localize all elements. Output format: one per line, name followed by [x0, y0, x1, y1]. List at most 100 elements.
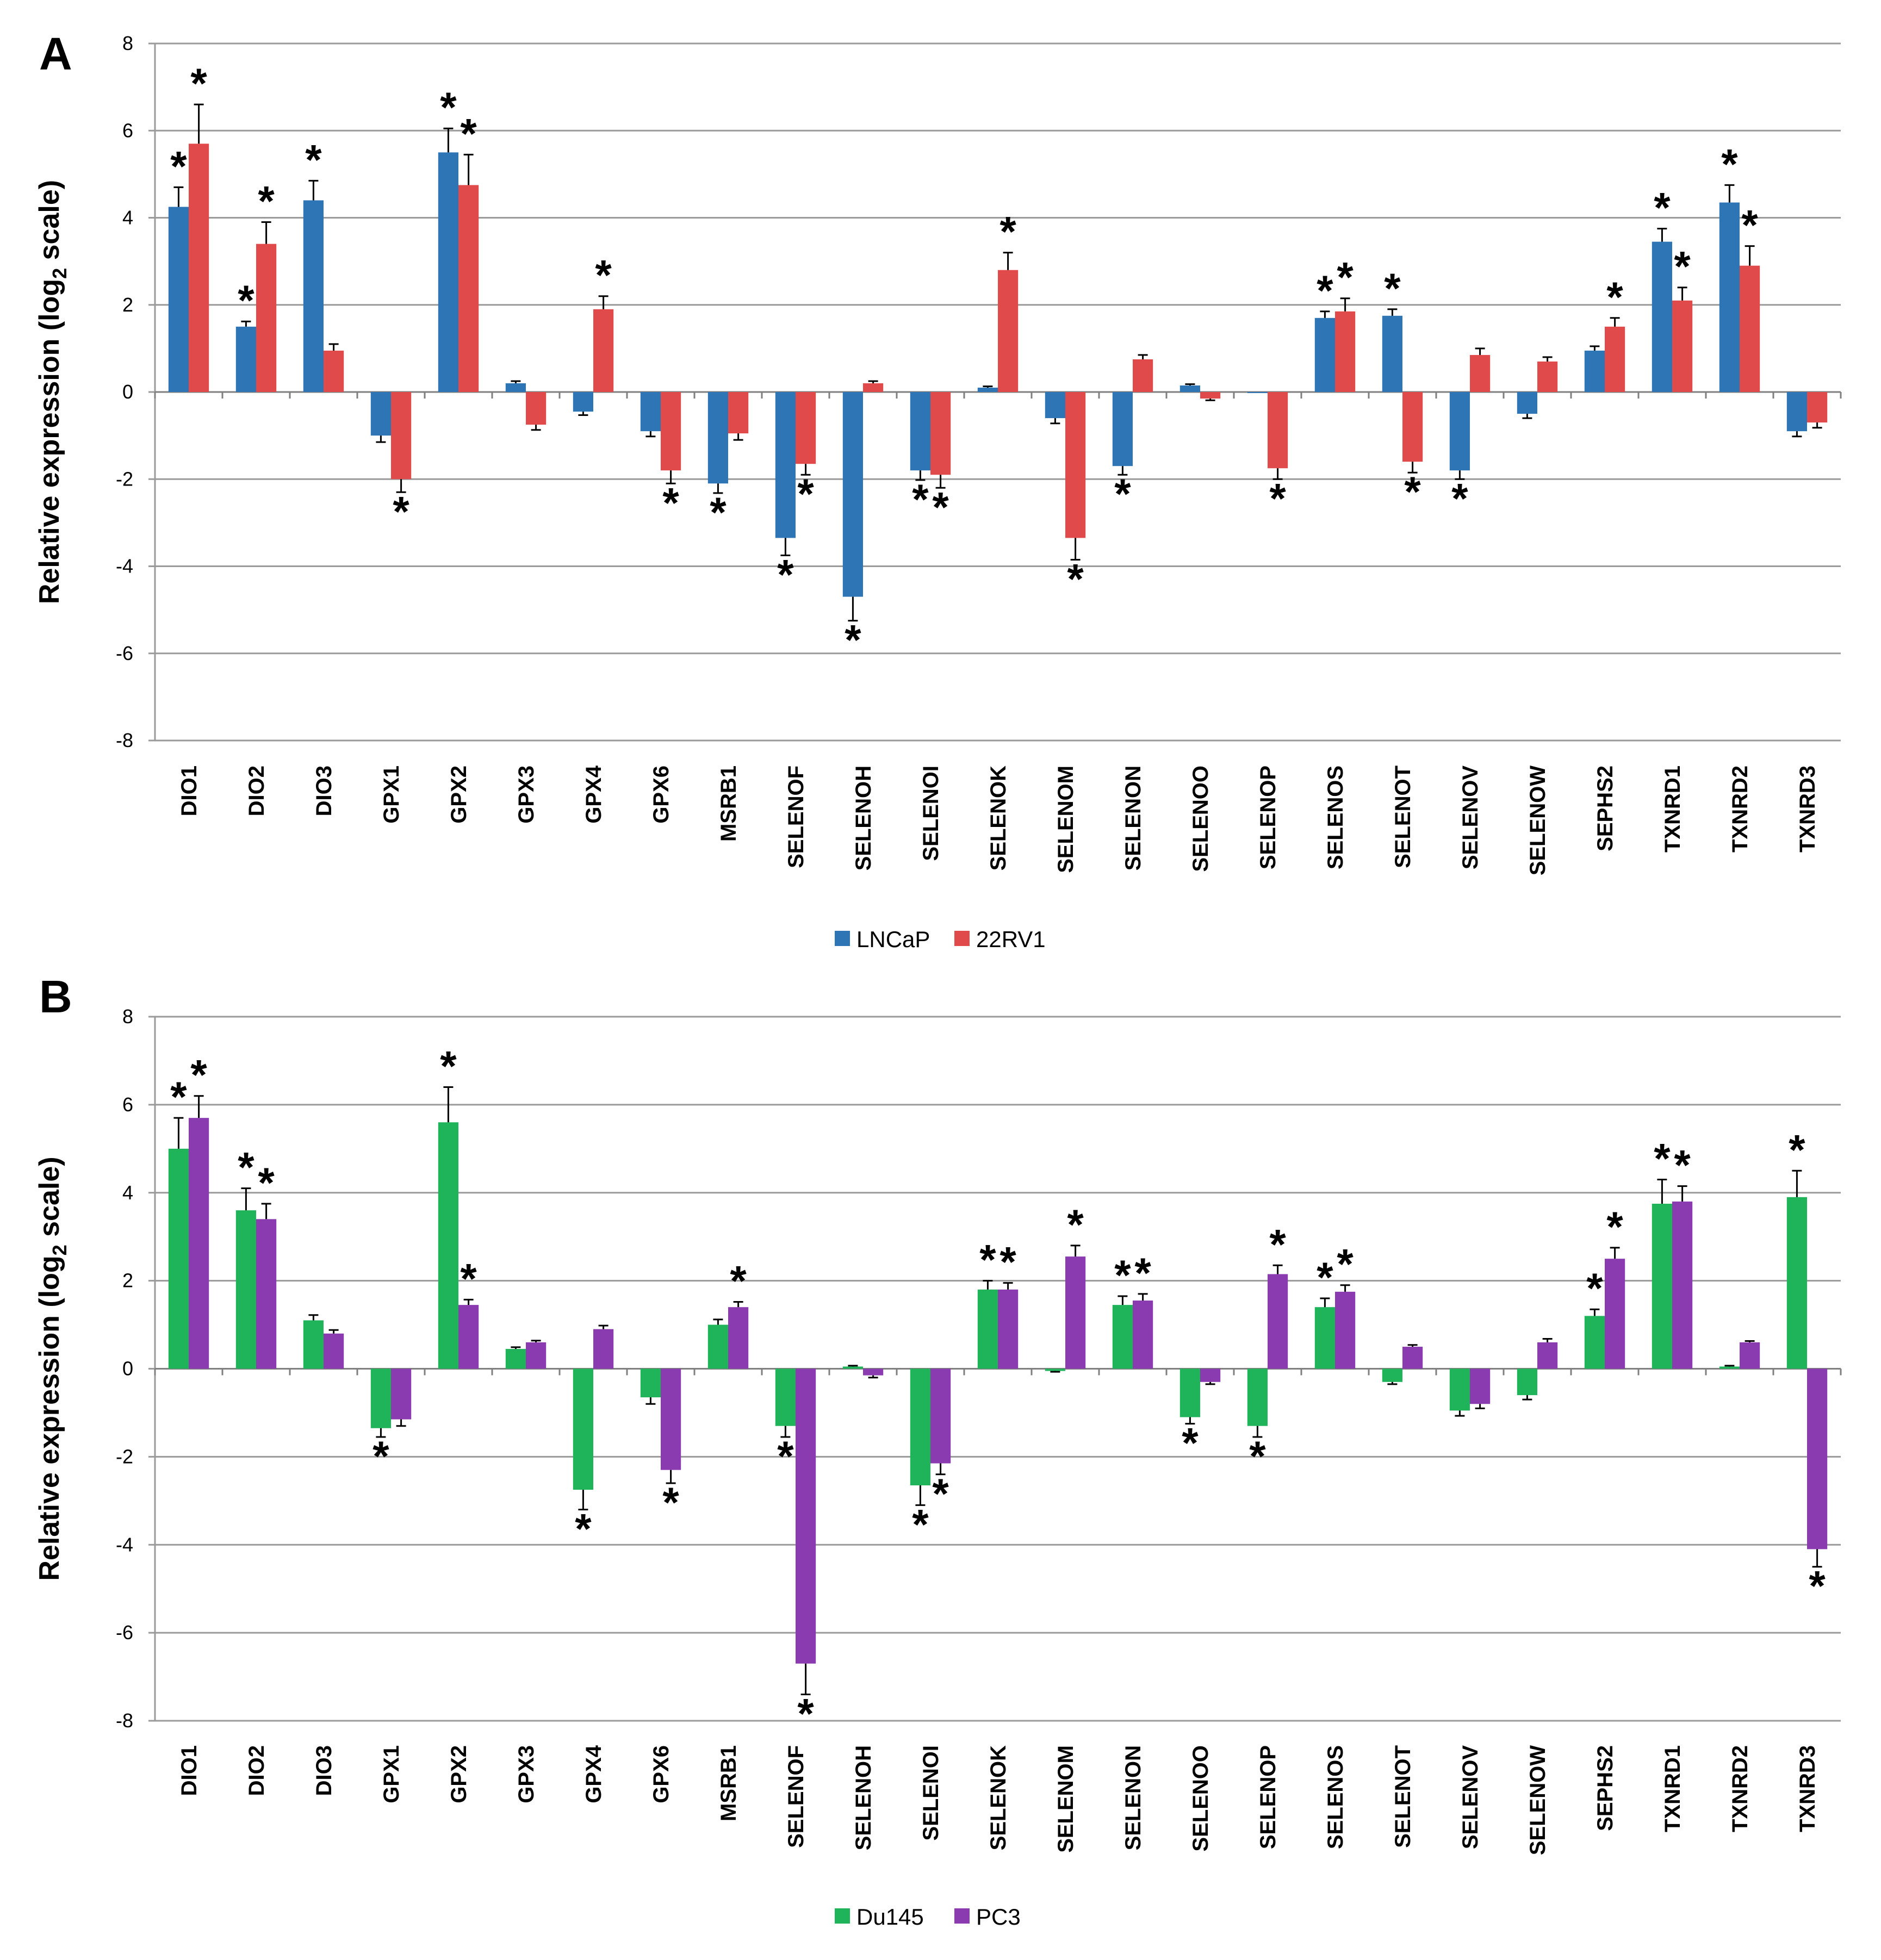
y-axis-label: Relative expression (log2 scale)	[34, 180, 71, 604]
significance-marker: *	[1067, 555, 1084, 602]
bar	[1517, 392, 1537, 414]
y-axis-label-end: scale)	[34, 180, 65, 268]
x-tick-label: GPX1	[380, 766, 403, 824]
y-tick-label: 0	[122, 381, 133, 403]
significance-marker: *	[797, 1689, 814, 1737]
bar	[1382, 315, 1402, 392]
bar	[370, 1368, 391, 1428]
bar	[1740, 265, 1760, 392]
bar	[1652, 241, 1672, 392]
y-axis-label-end: scale)	[34, 1156, 65, 1245]
bar	[1247, 392, 1268, 393]
y-tick-label: 2	[122, 294, 133, 316]
bar	[1065, 392, 1086, 538]
significance-marker: *	[912, 1500, 929, 1548]
legend: Du145 PC3	[835, 1904, 1021, 1930]
legend-label: LNCaP	[856, 926, 930, 952]
bar	[438, 1122, 458, 1369]
bar	[930, 1368, 951, 1464]
bar	[1179, 385, 1200, 392]
x-tick-label: GPX2	[447, 1745, 471, 1803]
x-tick-label: DIO2	[245, 1745, 269, 1796]
bar	[505, 383, 526, 392]
bar	[1786, 1197, 1807, 1369]
y-tick-label: -8	[116, 1709, 133, 1732]
significance-marker: *	[258, 177, 275, 225]
significance-marker: *	[1337, 1240, 1354, 1288]
significance-marker: *	[1606, 273, 1623, 321]
y-tick-label: 4	[122, 207, 133, 229]
bar	[640, 1368, 661, 1398]
bar	[998, 1289, 1019, 1369]
x-tick-label: SELENOS	[1324, 766, 1348, 869]
x-tick-label: SELENOM	[1054, 1745, 1078, 1853]
significance-marker: *	[1000, 1238, 1016, 1286]
legend-swatch	[835, 931, 850, 946]
x-tick-label: SELENOP	[1256, 1745, 1280, 1849]
y-tick-label: -4	[116, 555, 133, 577]
legend: LNCaP 22RV1	[835, 926, 1046, 952]
bar	[1402, 392, 1423, 462]
bar	[1605, 1259, 1625, 1369]
significance-marker: *	[440, 83, 457, 131]
y-tick-label: -8	[116, 729, 133, 751]
bar	[168, 1148, 189, 1369]
x-tick-label: SELENOS	[1324, 1745, 1348, 1849]
x-tick-label: TXNRD3	[1796, 766, 1820, 853]
bar	[910, 1368, 930, 1485]
legend-swatch	[954, 1908, 970, 1924]
significance-marker: *	[730, 1256, 747, 1304]
x-tick-label: SELENOT	[1391, 766, 1415, 868]
x-tick-label: SEPHS2	[1593, 766, 1617, 851]
bar	[661, 1368, 681, 1470]
bar	[707, 1324, 728, 1369]
bar	[1449, 1368, 1470, 1411]
x-tick-label: SELENOV	[1458, 766, 1482, 869]
x-tick-label: GPX4	[582, 765, 606, 823]
y-tick-label: 2	[122, 1270, 133, 1292]
x-tick-label: TXNRD2	[1728, 766, 1752, 853]
y-axis-label-subscript: 2	[48, 268, 71, 279]
significance-marker: *	[1182, 1419, 1199, 1467]
bar	[1268, 392, 1288, 469]
x-tick-label: SELENOF	[784, 1745, 808, 1848]
y-tick-label: -2	[116, 468, 133, 490]
significance-marker: *	[1269, 474, 1286, 522]
bar	[526, 1342, 547, 1369]
bar	[1133, 359, 1153, 392]
significance-marker: *	[440, 1042, 457, 1090]
x-tick-label: SELENOI	[919, 766, 943, 861]
y-tick-label: -4	[116, 1533, 133, 1555]
x-tick-label: GPX6	[649, 1745, 673, 1803]
x-tick-label: SELENOK	[986, 1745, 1010, 1850]
bar	[661, 392, 681, 471]
x-tick-label: SELENOW	[1526, 766, 1550, 875]
significance-marker: *	[1114, 1251, 1131, 1299]
significance-marker: *	[1249, 1432, 1266, 1480]
bar	[303, 1320, 324, 1369]
bar	[1065, 1256, 1086, 1369]
x-tick-label: GPX6	[649, 766, 673, 824]
bar	[526, 392, 547, 425]
bar	[573, 1368, 593, 1490]
bar	[573, 392, 593, 412]
bar	[303, 200, 324, 392]
bar	[189, 144, 209, 392]
significance-marker: *	[710, 488, 727, 536]
bar	[1045, 392, 1065, 419]
significance-marker: *	[170, 142, 187, 190]
bar	[775, 1368, 796, 1426]
significance-marker: *	[932, 483, 949, 531]
significance-marker: *	[238, 1143, 254, 1191]
panel-label: B	[39, 971, 72, 1022]
bar	[391, 392, 412, 480]
bar	[796, 1368, 816, 1664]
x-tick-label: TXNRD1	[1661, 766, 1685, 853]
significance-marker: *	[1654, 1134, 1671, 1182]
y-axis-label-main: Relative expression (log	[34, 1255, 65, 1581]
significance-marker: *	[1114, 470, 1131, 518]
significance-marker: *	[1317, 1253, 1333, 1301]
bar	[256, 244, 277, 392]
bar	[391, 1368, 412, 1420]
